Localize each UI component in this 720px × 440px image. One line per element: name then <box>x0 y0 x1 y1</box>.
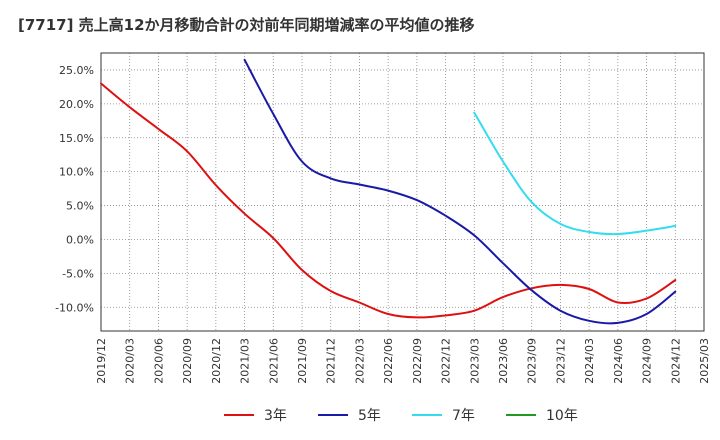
x-tick-label: 2022/12 <box>440 338 453 384</box>
legend-swatch-10y <box>506 414 536 416</box>
legend-label-3y: 3年 <box>264 408 287 424</box>
x-tick-label: 2023/03 <box>468 338 481 384</box>
x-tick-label: 2020/09 <box>181 338 194 384</box>
y-tick-label: -5.0% <box>62 267 94 280</box>
x-tick-label: 2024/09 <box>641 338 654 384</box>
x-tick-label: 2021/06 <box>267 338 280 384</box>
legend-label-7y: 7年 <box>452 408 475 424</box>
legend: 3年 5年 7年 10年 <box>0 404 720 426</box>
y-tick-label: 5.0% <box>66 200 94 213</box>
series-3y-line <box>100 82 677 319</box>
series-5y-line <box>243 58 677 325</box>
axes: 2019/12 2020/03 2020/06 2020/09 2020/12 2021/… <box>55 52 711 384</box>
gridlines <box>101 53 704 331</box>
x-tick-label: 2021/09 <box>296 338 309 384</box>
legend-swatch-3y <box>224 414 254 416</box>
y-tick-label: 20.0% <box>59 98 94 111</box>
y-tick-label: -10.0% <box>55 301 94 314</box>
x-tick-label: 2022/03 <box>353 338 366 384</box>
x-tick-label: 2024/12 <box>669 338 682 384</box>
series-7y-line <box>473 111 677 236</box>
x-tick-label: 2023/06 <box>497 338 510 384</box>
plot-frame <box>100 52 705 332</box>
x-tick-label: 2023/12 <box>554 338 567 384</box>
x-tick-label: 2020/12 <box>210 338 223 384</box>
y-tick-label: 25.0% <box>59 64 94 77</box>
x-tick-label: 2021/03 <box>239 338 252 384</box>
x-tick-label: 2020/03 <box>124 338 137 384</box>
x-tick-label: 2023/09 <box>526 338 539 384</box>
y-tick-label: 0.0% <box>66 233 94 246</box>
legend-swatch-7y <box>412 414 442 416</box>
y-tick-label: 10.0% <box>59 166 94 179</box>
x-tick-label: 2021/12 <box>325 338 338 384</box>
x-tick-label: 2025/03 <box>698 338 711 384</box>
chart-title: [7717] 売上高12か月移動合計の対前年同期増減率の平均値の推移 <box>18 16 475 34</box>
x-tick-label: 2020/06 <box>152 338 165 384</box>
x-tick-label: 2024/03 <box>583 338 596 384</box>
series-lines <box>100 58 677 325</box>
legend-swatch-5y <box>318 414 348 416</box>
legend-label-5y: 5年 <box>358 408 381 424</box>
x-tick-label: 2022/06 <box>382 338 395 384</box>
legend-label-10y: 10年 <box>546 408 578 424</box>
x-tick-label: 2019/12 <box>95 338 108 384</box>
x-tick-label: 2022/09 <box>411 338 424 384</box>
x-tick-label: 2024/06 <box>612 338 625 384</box>
y-tick-label: 15.0% <box>59 132 94 145</box>
